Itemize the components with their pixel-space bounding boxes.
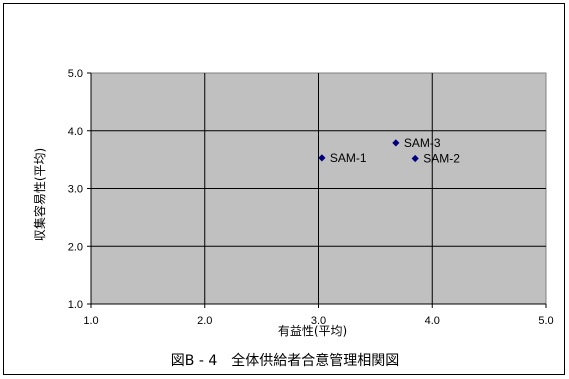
- y-tick-label: 5.0: [68, 68, 83, 80]
- data-point-label: SAM-1: [330, 151, 367, 165]
- x-tick-label: 2.0: [197, 315, 212, 327]
- x-axis-title: 有益性(平均): [278, 324, 347, 338]
- data-point-marker: [392, 139, 400, 147]
- scatter-chart: 1.0 2.0 3.0 4.0 5.0 1.0 2.0 3.0 4.0 5.0 SAM-1 SAM-…: [32, 68, 554, 338]
- data-point-label: SAM-3: [404, 136, 441, 150]
- chart-frame: 1.0 2.0 3.0 4.0 5.0 1.0 2.0 3.0 4.0 5.0 SAM-1 SAM-…: [3, 3, 565, 375]
- y-tick-label: 2.0: [68, 241, 83, 253]
- x-tick-label: 5.0: [538, 315, 553, 327]
- x-tick-label: 3.0: [311, 315, 326, 327]
- y-tick-label: 3.0: [68, 184, 83, 196]
- y-tick-label: 4.0: [68, 126, 83, 138]
- y-axis-title: 収集容易性(平均): [32, 148, 47, 241]
- data-point-label: SAM-2: [423, 151, 460, 165]
- x-tick-label: 4.0: [425, 315, 440, 327]
- y-tick-label: 1.0: [68, 299, 83, 311]
- data-point-marker: [411, 154, 419, 163]
- data-point-marker: [318, 154, 326, 162]
- x-tick-label: 1.0: [83, 315, 98, 327]
- figure-caption: 図B - 4 全体供給者合意管理相関図: [170, 353, 400, 369]
